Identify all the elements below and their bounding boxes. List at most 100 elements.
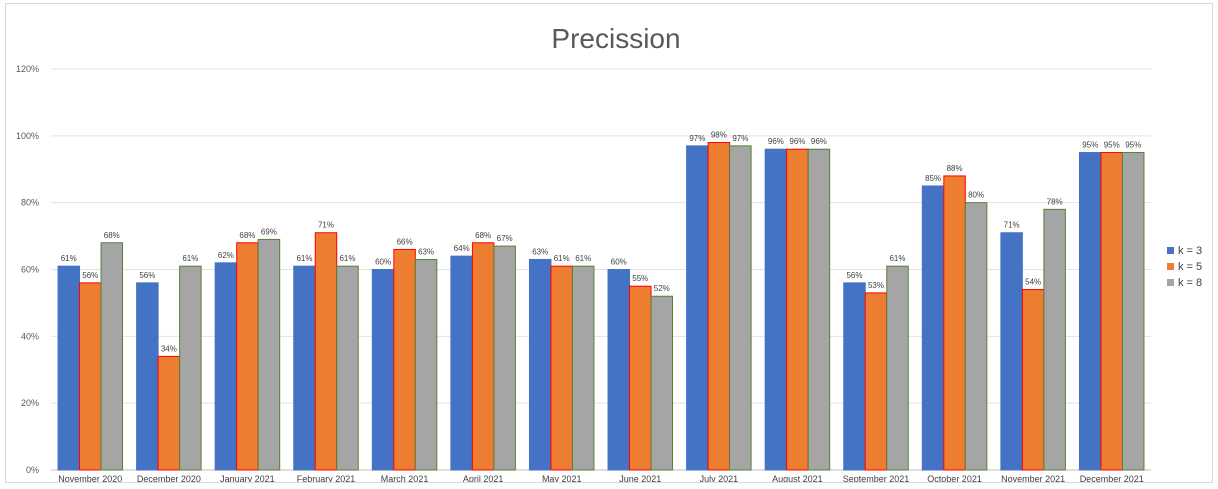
y-tick-label: 0% [26,465,39,475]
bar-k8-8 [729,145,752,471]
data-label: 61% [61,254,77,263]
y-axis-ticks: 0% 20% 40% 60% 80% 100% 120% [16,64,39,475]
bar-k5-11 [943,175,966,471]
x-category-label: September 2021 [843,474,910,482]
bar-k8-1 [179,265,202,471]
data-label: 97% [689,134,705,143]
data-label: 71% [1004,221,1020,230]
bar-k5-9 [786,148,809,471]
y-tick-label: 20% [21,398,39,408]
bar-k3-13 [1078,152,1102,471]
bar-k3-2 [214,262,238,471]
data-label: 96% [811,137,827,146]
data-label: 88% [947,164,963,173]
bar-k8-4 [414,258,438,471]
bar-k5-12 [1021,289,1045,471]
data-label: 34% [161,344,177,353]
data-label: 60% [611,258,627,267]
bar-k8-12 [1043,208,1066,471]
data-label: 60% [375,258,391,267]
data-label: 97% [732,134,748,143]
legend-swatch [1167,263,1174,270]
data-label: 95% [1082,141,1098,150]
bar-k3-5 [450,255,473,471]
bar-k5-3 [314,232,338,471]
x-category-label: March 2021 [381,474,429,482]
legend-swatch [1167,247,1174,254]
x-category-label: February 2021 [297,474,356,482]
bar-k5-6 [550,265,573,471]
data-label: 68% [475,231,491,240]
bar-k3-6 [528,258,552,471]
data-label: 78% [1047,197,1063,206]
data-label: 96% [789,137,805,146]
data-label: 61% [182,254,198,263]
y-tick-label: 60% [21,265,39,275]
bar-k5-0 [79,282,102,471]
legend-swatch [1167,279,1174,286]
data-label: 66% [397,237,413,246]
data-label: 67% [497,234,513,243]
data-labels: 61% 56% 68% 56% 34% 61% 62% 68% 69% 61% 71% 61% 60% 6… [61,131,1141,354]
bar-k5-10 [864,292,888,471]
data-label: 61% [554,254,570,263]
y-tick-label: 40% [21,331,39,341]
bar-k3-7 [607,269,631,471]
y-tick-label: 120% [16,64,39,74]
bar-k3-0 [57,265,81,471]
data-label: 61% [889,254,905,263]
bar-k5-1 [157,355,181,471]
bar-k5-7 [629,285,652,471]
data-label: 56% [139,271,155,280]
data-label: 61% [339,254,355,263]
data-label: 56% [846,271,862,280]
data-label: 95% [1104,141,1120,150]
data-label: 52% [654,284,670,293]
x-category-label: January 2021 [220,474,275,482]
bar-k8-6 [571,265,595,471]
data-label: 62% [218,251,234,260]
bar-k3-11 [921,185,945,471]
x-category-label: July 2021 [700,474,739,482]
data-label: 61% [296,254,312,263]
data-label: 85% [925,174,941,183]
precision-bar-chart: Precission 0% 20% 40% 60% 80% 100% 120% 61% 56%… [16,23,1202,482]
legend[interactable]: k = 3 k = 5 k = 8 [1167,245,1202,289]
x-category-label: December 2020 [137,474,201,482]
x-category-label: May 2021 [542,474,582,482]
data-label: 56% [82,271,98,280]
bar-k3-9 [764,148,788,471]
bar-k8-7 [650,295,674,471]
bar-k3-4 [371,269,395,471]
legend-label: k = 5 [1178,261,1202,273]
legend-item[interactable]: k = 3 [1167,245,1202,257]
y-tick-label: 80% [21,198,39,208]
bar-k8-10 [886,265,909,471]
data-label: 63% [532,247,548,256]
data-label: 71% [318,221,334,230]
data-label: 61% [575,254,591,263]
data-label: 54% [1025,278,1041,287]
legend-item[interactable]: k = 8 [1167,277,1202,289]
data-label: 95% [1125,141,1141,150]
x-axis-categories: November 2020 December 2020 January 2021 Fe… [58,474,1143,482]
bar-k3-3 [293,265,316,471]
data-label: 68% [104,231,120,240]
bar-k5-4 [393,248,416,471]
bar-k8-5 [493,245,516,471]
data-label: 53% [868,281,884,290]
data-label: 96% [768,137,784,146]
x-category-label: November 2021 [1001,474,1065,482]
bar-k8-0 [100,242,124,471]
legend-item[interactable]: k = 5 [1167,261,1202,273]
data-label: 68% [239,231,255,240]
bar-k3-1 [136,282,159,471]
data-label: 63% [418,247,434,256]
bar-k3-10 [843,282,866,471]
bar-k3-8 [686,145,709,471]
chart-frame: Precission 0% 20% 40% 60% 80% 100% 120% 61% 56%… [5,3,1213,483]
legend-label: k = 8 [1178,277,1202,289]
data-label: 80% [968,191,984,200]
x-category-label: June 2021 [619,474,661,482]
x-category-label: October 2021 [927,474,982,482]
